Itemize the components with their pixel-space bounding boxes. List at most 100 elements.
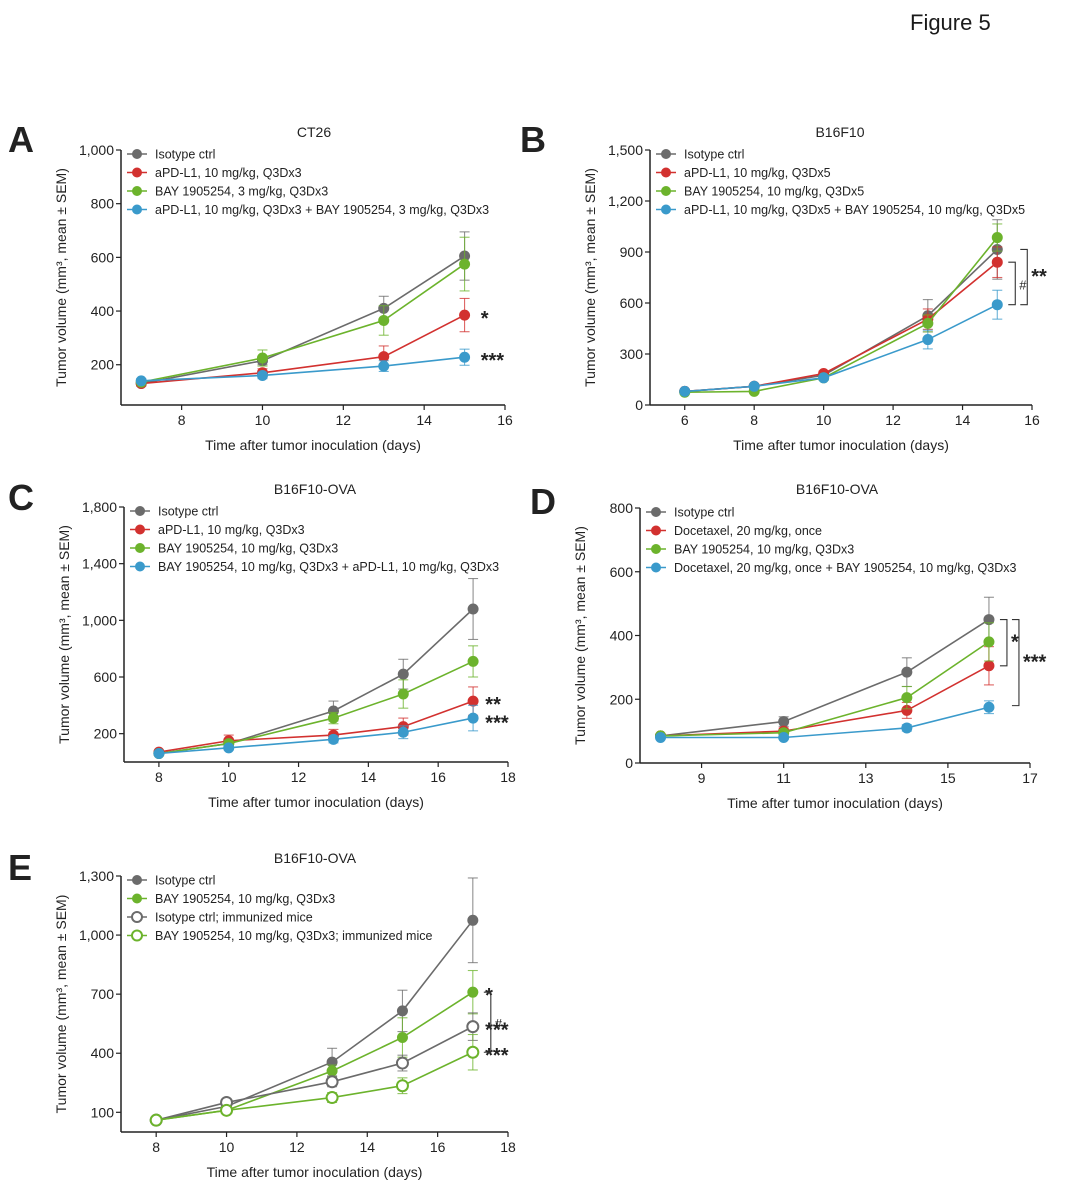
significance-label: ***	[485, 713, 509, 735]
x-tick-label: 14	[359, 1139, 375, 1155]
bracket-label: **	[1031, 266, 1047, 288]
legend-marker	[651, 562, 661, 573]
panel-letter: E	[8, 847, 32, 888]
series-0	[135, 231, 471, 390]
chart-title: B16F10-OVA	[796, 481, 879, 497]
significance-bracket	[1008, 261, 1016, 306]
data-point	[326, 1065, 338, 1077]
x-tick-label: 16	[497, 412, 513, 428]
x-tick-label: 13	[858, 770, 874, 786]
x-tick-label: 10	[816, 412, 832, 428]
legend-marker	[131, 929, 143, 942]
x-tick-label: 17	[1022, 770, 1038, 786]
y-tick-label: 600	[610, 564, 634, 580]
legend-label: Isotype ctrl	[155, 148, 215, 162]
data-point	[991, 232, 1003, 244]
legend-label: aPD-L1, 10 mg/kg, Q3Dx5 + BAY 1905254, 1…	[684, 203, 1025, 217]
series-line	[684, 237, 998, 394]
data-point	[397, 726, 409, 738]
data-point	[991, 299, 1003, 311]
significance-label: **	[485, 694, 501, 716]
data-point	[459, 309, 471, 321]
x-tick-label: 12	[291, 769, 307, 785]
data-point	[922, 317, 934, 329]
y-axis-label: Tumor volume (mm³, mean ± SEM)	[56, 525, 72, 744]
y-tick-label: 1,000	[82, 612, 117, 628]
y-tick-label: 300	[620, 346, 644, 362]
x-axis-label: Time after tumor inoculation (days)	[733, 437, 949, 453]
data-point	[135, 375, 147, 387]
legend-label: BAY 1905254, 10 mg/kg, Q3Dx3; immunized …	[155, 929, 433, 943]
data-point	[256, 369, 268, 381]
data-point	[778, 732, 790, 743]
data-point	[467, 914, 479, 926]
data-point	[901, 722, 913, 734]
data-point	[467, 603, 479, 615]
data-point	[922, 334, 934, 346]
panel-letter: A	[8, 119, 34, 160]
x-tick-label: 9	[698, 770, 706, 786]
series-3	[149, 1033, 480, 1127]
panel-letter: B	[520, 119, 546, 160]
y-tick-label: 1,300	[79, 868, 114, 884]
y-axis-label: Tumor volume (mm³, mean ± SEM)	[53, 895, 69, 1114]
legend-marker	[132, 149, 142, 159]
legend-label: Docetaxel, 20 mg/kg, once	[674, 524, 822, 538]
x-tick-label: 14	[416, 412, 432, 428]
y-tick-label: 1,000	[79, 927, 114, 943]
legend-label: aPD-L1, 10 mg/kg, Q3Dx3	[158, 523, 305, 537]
series-3	[655, 700, 995, 743]
y-tick-label: 400	[91, 1045, 115, 1061]
bracket-label: ***	[1023, 652, 1047, 674]
legend-marker	[661, 167, 671, 178]
panel-c: C B16F10-OVA 200 600 1,000 1,400 1,800 8 10 12 14 1…	[8, 477, 516, 810]
data-point	[397, 688, 409, 700]
y-tick-label: 600	[94, 669, 118, 685]
x-tick-label: 8	[178, 412, 186, 428]
y-tick-label: 1,400	[82, 556, 117, 572]
series-line	[660, 706, 990, 739]
data-point	[467, 655, 479, 667]
y-tick-label: 0	[625, 755, 633, 771]
series-line	[156, 1051, 474, 1121]
panel-letter: D	[530, 481, 556, 522]
data-point	[378, 360, 390, 372]
data-point	[256, 352, 268, 364]
data-point	[395, 1079, 409, 1093]
series-1	[655, 646, 995, 742]
legend-marker	[135, 561, 145, 572]
panel-d: D B16F10-OVA 0 200 400 600 800 9 11 13 15 17 Time af…	[530, 481, 1047, 811]
data-point	[395, 1056, 409, 1070]
x-tick-label: 10	[219, 1139, 235, 1155]
legend-marker	[661, 186, 671, 196]
x-tick-label: 8	[155, 769, 163, 785]
series-line	[684, 248, 998, 393]
data-point	[378, 351, 390, 363]
legend-label: BAY 1905254, 10 mg/kg, Q3Dx3	[155, 892, 335, 906]
data-point	[983, 636, 995, 648]
data-point	[901, 666, 913, 678]
series-line	[156, 991, 474, 1121]
significance-bracket	[999, 619, 1008, 667]
data-point	[378, 314, 390, 326]
y-tick-label: 1,000	[79, 142, 114, 158]
data-point	[327, 712, 339, 724]
series-line	[660, 641, 990, 737]
legend-marker	[132, 167, 142, 178]
legend-label: BAY 1905254, 10 mg/kg, Q3Dx3 + aPD-L1, 1…	[158, 560, 499, 574]
legend-label: Isotype ctrl	[684, 148, 744, 162]
series-line	[684, 303, 998, 393]
legend-label: Isotype ctrl	[674, 506, 734, 520]
x-tick-label: 8	[750, 412, 758, 428]
series-line	[158, 608, 474, 755]
series-line	[158, 700, 474, 753]
legend-label: aPD-L1, 10 mg/kg, Q3Dx3 + BAY 1905254, 3…	[155, 203, 489, 217]
x-axis-label: Time after tumor inoculation (days)	[205, 437, 421, 453]
legend-marker	[661, 204, 671, 215]
x-tick-label: 16	[430, 769, 446, 785]
legend-label: aPD-L1, 10 mg/kg, Q3Dx5	[684, 166, 831, 180]
bracket-label: #	[1019, 277, 1027, 292]
legend-label: BAY 1905254, 10 mg/kg, Q3Dx5	[684, 185, 864, 199]
significance-bracket	[1020, 248, 1028, 306]
